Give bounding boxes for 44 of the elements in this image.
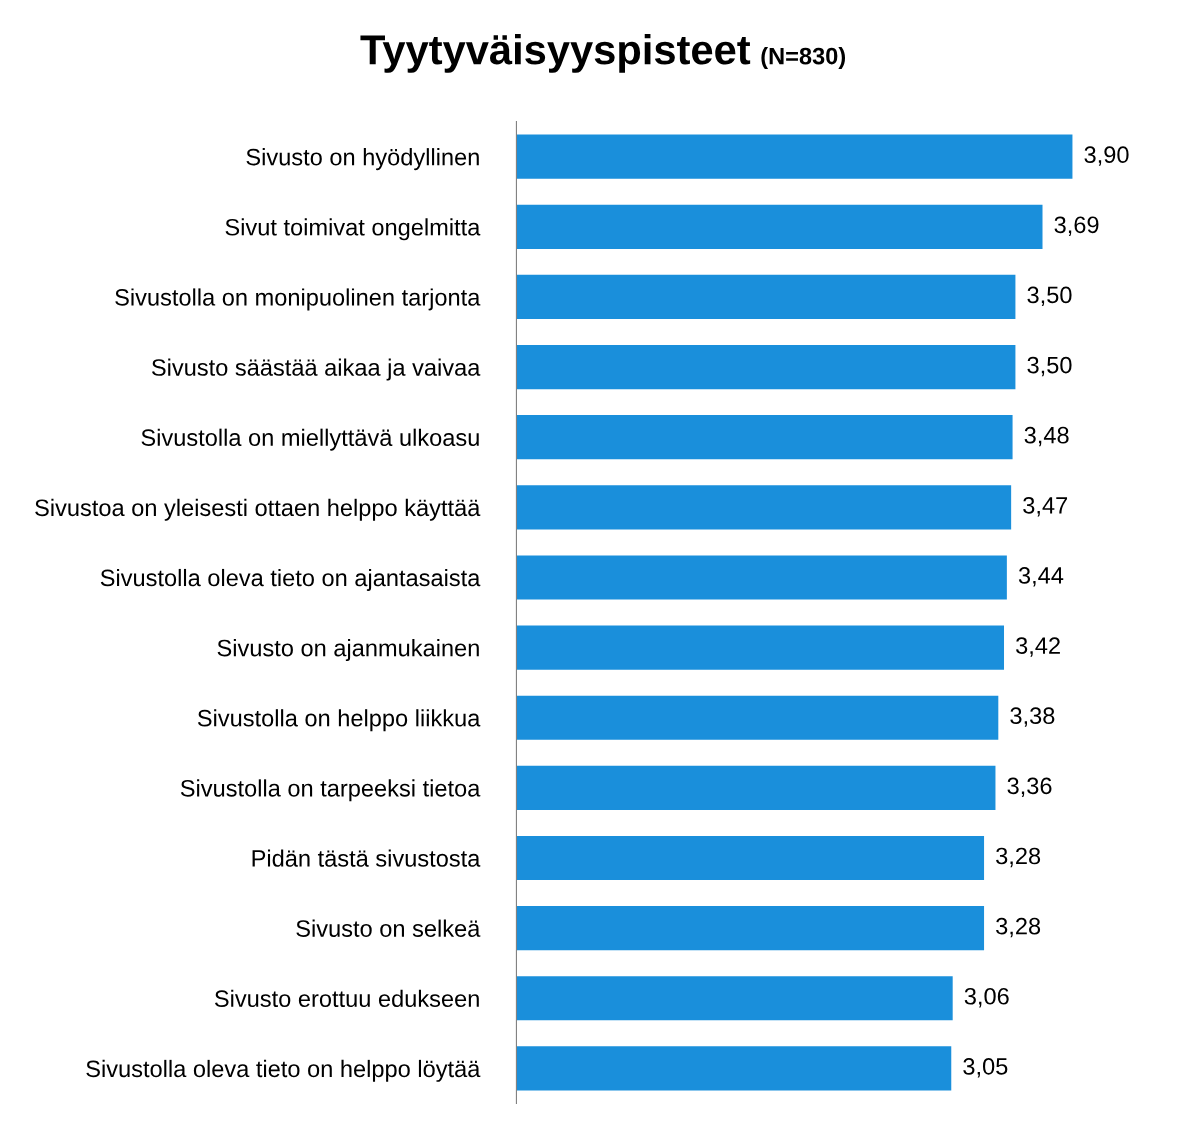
bar: [516, 415, 1013, 460]
y-tick-label: Sivut toimivat ongelmitta: [225, 218, 481, 241]
y-tick-label: Sivustolla oleva tieto on helppo löytää: [86, 1059, 481, 1082]
bar: [516, 695, 999, 740]
bar: [516, 835, 985, 881]
y-tick-label: Sivusto on ajanmukainen: [217, 639, 479, 662]
data-label: 3,48: [1024, 426, 1069, 447]
y-tick-label: Sivustolla on monipuolinen tarjonta: [115, 288, 481, 311]
data-label: 3,38: [1010, 707, 1055, 727]
y-tick-label: Sivustolla on miellyttävä ulkoasu: [141, 428, 479, 451]
bar: [516, 765, 996, 810]
data-label: 3,90: [1084, 146, 1129, 166]
bar: [516, 485, 1012, 530]
bar: [516, 1046, 952, 1091]
data-label: 3,06: [964, 987, 1009, 1008]
y-tick-label: Sivusto on selkeä: [296, 919, 481, 937]
data-label: 3,50: [1027, 286, 1072, 307]
y-tick-label: Sivustolla on tarpeeksi tietoa: [180, 779, 481, 802]
y-tick-label: Pidän tästä sivustosta: [252, 849, 481, 867]
y-tick-label: Sivustolla on helppo liikkua: [197, 709, 481, 732]
chart-subtitle: (N=830): [761, 47, 846, 70]
bar: [516, 204, 1043, 249]
y-tick-label: Sivustolla oleva tieto on ajantasaista: [100, 568, 481, 591]
data-label: 3,36: [1007, 777, 1052, 798]
data-label: 3,28: [996, 917, 1041, 938]
data-label: 3,47: [1023, 496, 1068, 517]
data-label: 3,69: [1054, 216, 1099, 236]
bar: [516, 625, 1005, 670]
data-label: 3,50: [1027, 356, 1072, 377]
y-tick-label: Sivusto säästää aikaa ja vaivaa: [151, 358, 481, 381]
bar: [516, 344, 1016, 390]
y-tick-label: Sivustoa on yleisesti ottaen helppo käyttää: [35, 498, 481, 521]
bar: [516, 274, 1016, 320]
bar: [516, 555, 1007, 600]
data-label: 3,05: [963, 1058, 1008, 1078]
data-label: 3,44: [1018, 567, 1064, 587]
bar: [516, 134, 1073, 179]
chart-title: Tyytyväisyyspisteet: [360, 33, 751, 73]
bar: [516, 976, 953, 1021]
data-label: 3,28: [996, 847, 1041, 868]
y-tick-label: Sivusto erottuu edukseen: [214, 989, 479, 1008]
bar: [516, 906, 985, 951]
y-tick-label: Sivusto on hyödyllinen: [246, 148, 479, 171]
data-label: 3,42: [1016, 637, 1060, 657]
